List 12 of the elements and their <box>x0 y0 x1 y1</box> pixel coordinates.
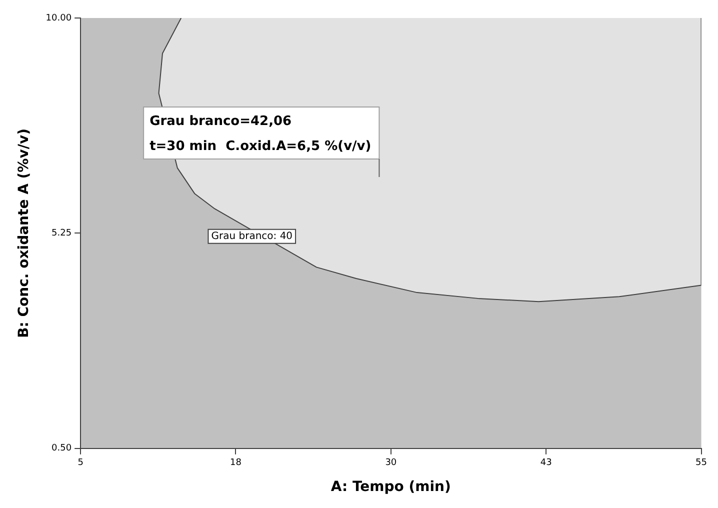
y-tick-label: 0.50 <box>52 444 72 454</box>
x-tick-label: 18 <box>230 458 242 468</box>
x-tick-label: 30 <box>385 458 397 468</box>
x-tick-label: 55 <box>696 458 707 468</box>
x-tick-label: 43 <box>540 458 552 468</box>
y-axis-title: B: Conc. oxidante A (%v/v) <box>16 128 32 338</box>
y-tick-label: 5.25 <box>52 228 72 239</box>
x-axis-title: A: Tempo (min) <box>330 479 451 496</box>
annotation: Grau branco=42,06 t=30 min C.oxid.A=6,5 %(v/v) <box>150 114 372 154</box>
y-tick-label: 10.00 <box>46 13 72 24</box>
x-tick-label: 5 <box>78 458 84 468</box>
annotation: Grau branco: 40 <box>211 230 293 242</box>
